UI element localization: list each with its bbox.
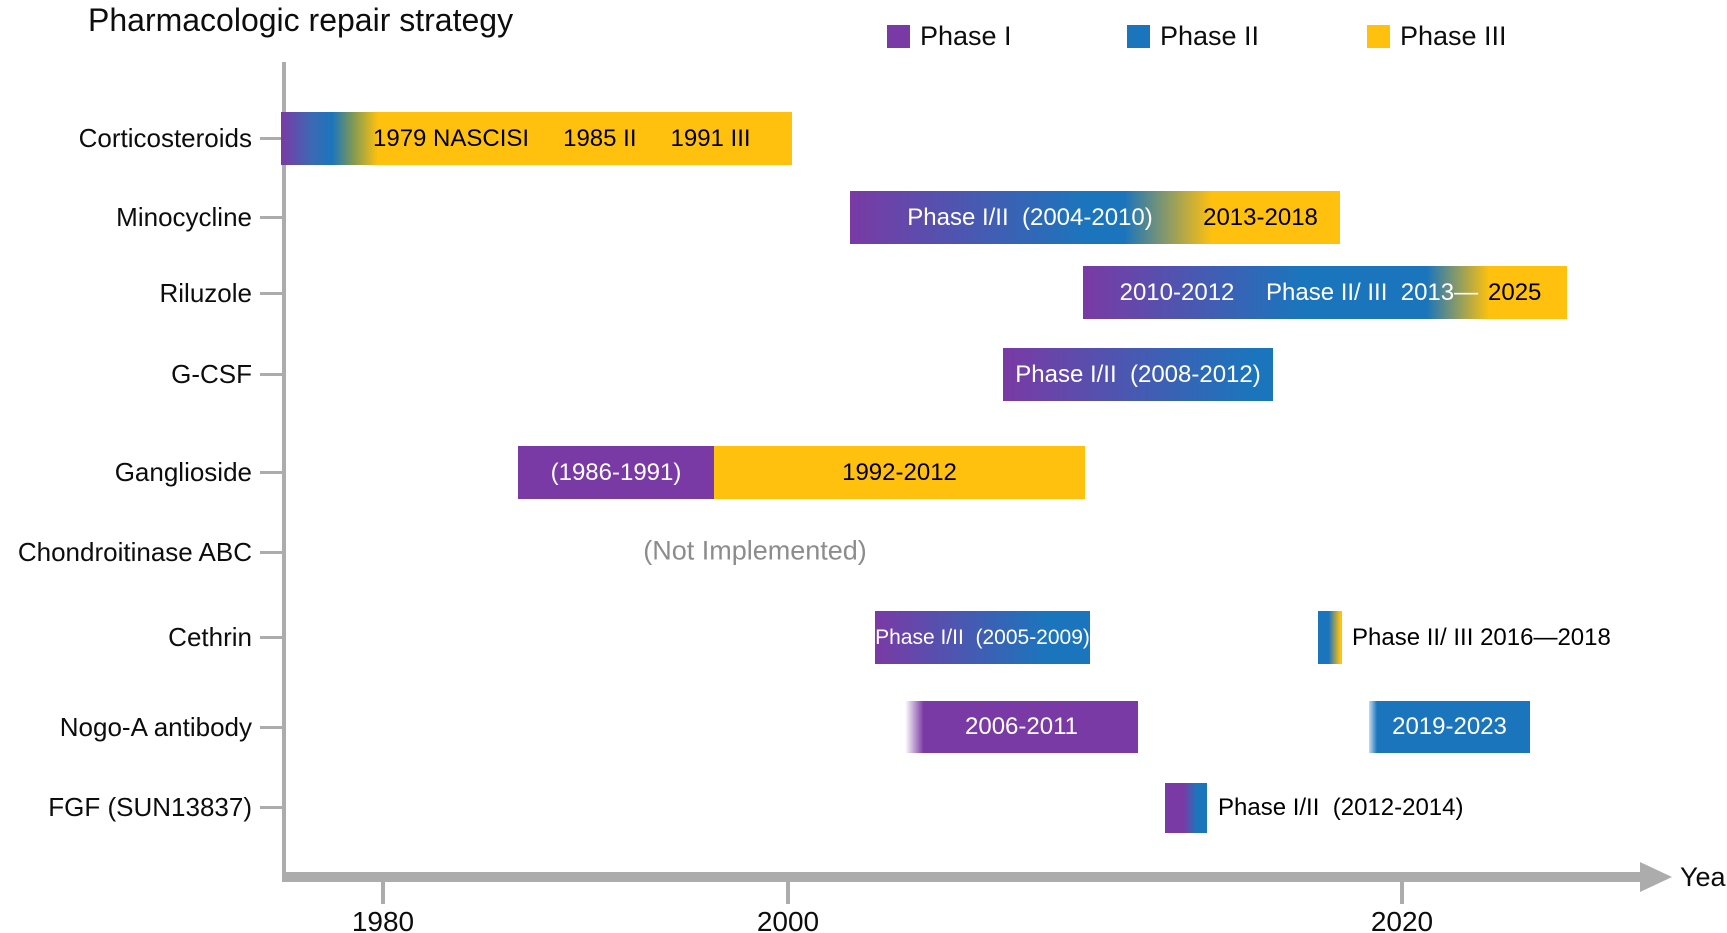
row-label-minocycline: Minocycline [116,202,252,232]
bar-segment-label: 2025 [1488,278,1542,306]
bar-segment-label: 1985 II [563,124,637,152]
y-tick [260,636,282,639]
legend-item-phase-ii: Phase II [1127,20,1260,51]
bar-segment-label: 1992-2012 [842,458,957,486]
y-tick [260,373,282,376]
bar-ganglioside-phase-i: (1986-1991) [518,446,714,499]
x-axis-line [282,872,1642,882]
bar-minocycline: Phase I/II (2004-2010) 2013-2018 [850,191,1340,244]
chart-title: Pharmacologic repair strategy [88,2,514,38]
bar-riluzole: 2010-2012 Phase II/ III 2013— 2025 [1083,266,1567,319]
x-axis-title: Year [1680,862,1727,892]
phase-i-swatch-icon [887,24,910,48]
legend-label: Phase III [1400,20,1507,51]
not-implemented-note: (Not Implemented) [643,535,867,566]
bar-segment-label: Phase I/II (2012-2014) [1218,794,1464,821]
row-label-riluzole: Riluzole [159,278,253,308]
bar-segment-label: 2006-2011 [965,713,1078,740]
row-label-chondroitinase-abc: Chondroitinase ABC [17,537,252,567]
row-label-corticosteroids: Corticosteroids [78,123,252,153]
legend-item-phase-iii: Phase III [1367,20,1507,51]
bar-segment-label: 2010-2012 [1119,278,1235,306]
legend-label: Phase I [920,20,1012,51]
row-label-nogo-a-antibody: Nogo-A antibody [59,712,252,742]
bar-segment-label: 1979 NASCISI [373,124,530,152]
legend-label: Phase II [1160,20,1260,51]
y-tick [260,292,282,295]
bar-segment-label: Phase I/II (2004-2010) [907,203,1153,231]
bar-cethrin-phase-i-ii: Phase I/II (2005-2009) [875,611,1090,664]
bar-segment-label: Phase II/ III 2016—2018 [1352,624,1611,651]
row-label-cethrin: Cethrin [168,622,252,652]
bar-segment-label: (1986-1991) [550,458,682,486]
bar-nogo-a-phase-ii: 2019-2023 [1369,701,1530,753]
phase-ii-swatch-icon [1127,24,1150,48]
bar-segment-label: 2019-2023 [1392,713,1507,740]
y-axis-line [282,62,286,877]
y-tick [260,471,282,474]
x-axis-arrowhead-icon [1640,862,1672,892]
bar-nogo-a-phase-i: 2006-2011 [905,701,1138,753]
bar-corticosteroids: 1979 NASCISI 1985 II 1991 III [281,112,792,165]
phase-iii-swatch-icon [1367,24,1390,48]
bar-gcsf: Phase I/II (2008-2012) [1003,348,1273,401]
bar-segment-label: 1991 III [670,124,751,152]
x-tick-2000 [786,882,790,904]
x-tick-label: 2000 [756,906,820,933]
bar-ganglioside-phase-iii: 1992-2012 [714,446,1085,499]
bar-segment-label: Phase II/ III 2013— [1266,278,1479,306]
y-tick [260,726,282,729]
row-label-ganglioside: Ganglioside [114,457,252,487]
row-label-fgf-sun13837: FGF (SUN13837) [48,792,252,822]
row-label-gcsf: G-CSF [171,359,252,389]
bar-fgf-phase-i-ii-marker [1165,783,1207,833]
x-tick-label: 2020 [1370,906,1434,933]
bar-cethrin-phase-ii-iii-marker [1318,611,1342,664]
bar-segment-label: 2013-2018 [1203,203,1318,231]
y-tick [260,806,282,809]
bar-segment-label: Phase I/II (2008-2012) [1015,360,1261,388]
x-tick-label: 1980 [351,906,415,933]
y-tick [260,137,282,140]
y-tick [260,551,282,554]
bar-segment-label: Phase I/II (2005-2009) [875,625,1090,649]
x-tick-2020 [1400,882,1404,904]
legend-item-phase-i: Phase I [887,20,1012,51]
x-tick-1980 [381,882,385,904]
y-tick [260,216,282,219]
